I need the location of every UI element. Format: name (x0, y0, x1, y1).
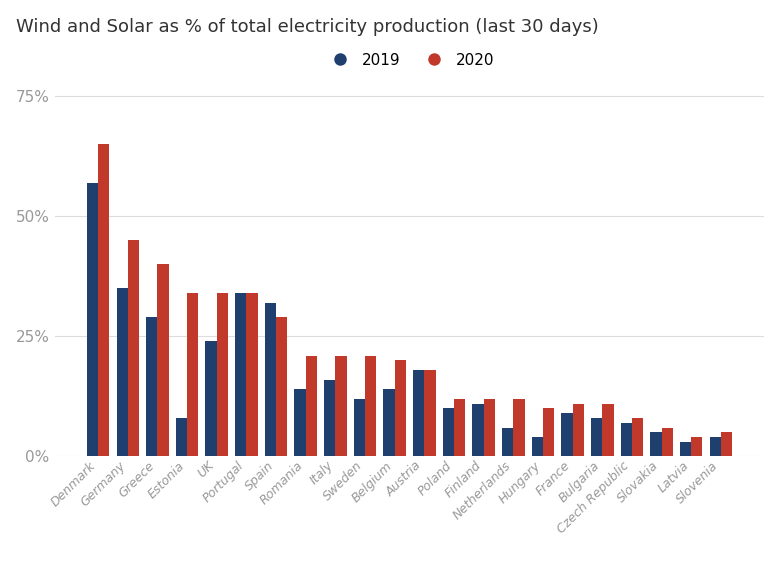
Bar (98, 144, 109, 456)
Bar (473, 404, 484, 456)
Bar (354, 399, 365, 456)
Bar (306, 356, 317, 456)
Legend: 2019, 2020: 2019, 2020 (319, 46, 500, 74)
Bar (294, 389, 306, 456)
Bar (621, 423, 632, 456)
Bar (116, 288, 128, 456)
Bar (454, 399, 465, 456)
Bar (443, 408, 454, 456)
Bar (413, 370, 424, 456)
Bar (335, 356, 346, 456)
Bar (513, 399, 525, 456)
Bar (573, 404, 584, 456)
Bar (146, 317, 158, 456)
Text: Wind and Solar as % of total electricity production (last 30 days): Wind and Solar as % of total electricity… (16, 18, 598, 36)
Bar (484, 399, 495, 456)
Bar (562, 413, 573, 456)
Bar (721, 432, 732, 456)
Bar (246, 293, 257, 456)
Bar (264, 302, 276, 456)
Bar (276, 317, 287, 456)
Bar (176, 418, 187, 456)
Bar (532, 437, 543, 456)
Bar (158, 264, 168, 456)
Bar (187, 293, 198, 456)
Bar (502, 428, 513, 456)
Bar (591, 418, 602, 456)
Bar (543, 408, 555, 456)
Bar (87, 183, 98, 456)
Bar (632, 418, 644, 456)
Bar (324, 380, 335, 456)
Bar (217, 293, 228, 456)
Bar (424, 370, 435, 456)
Bar (395, 360, 406, 456)
Bar (365, 356, 376, 456)
Bar (661, 428, 673, 456)
Bar (691, 437, 703, 456)
Bar (602, 404, 614, 456)
Bar (205, 341, 217, 456)
Bar (680, 442, 691, 456)
Bar (384, 389, 395, 456)
Bar (128, 240, 139, 456)
Bar (651, 432, 661, 456)
Bar (710, 437, 721, 456)
Bar (235, 293, 246, 456)
